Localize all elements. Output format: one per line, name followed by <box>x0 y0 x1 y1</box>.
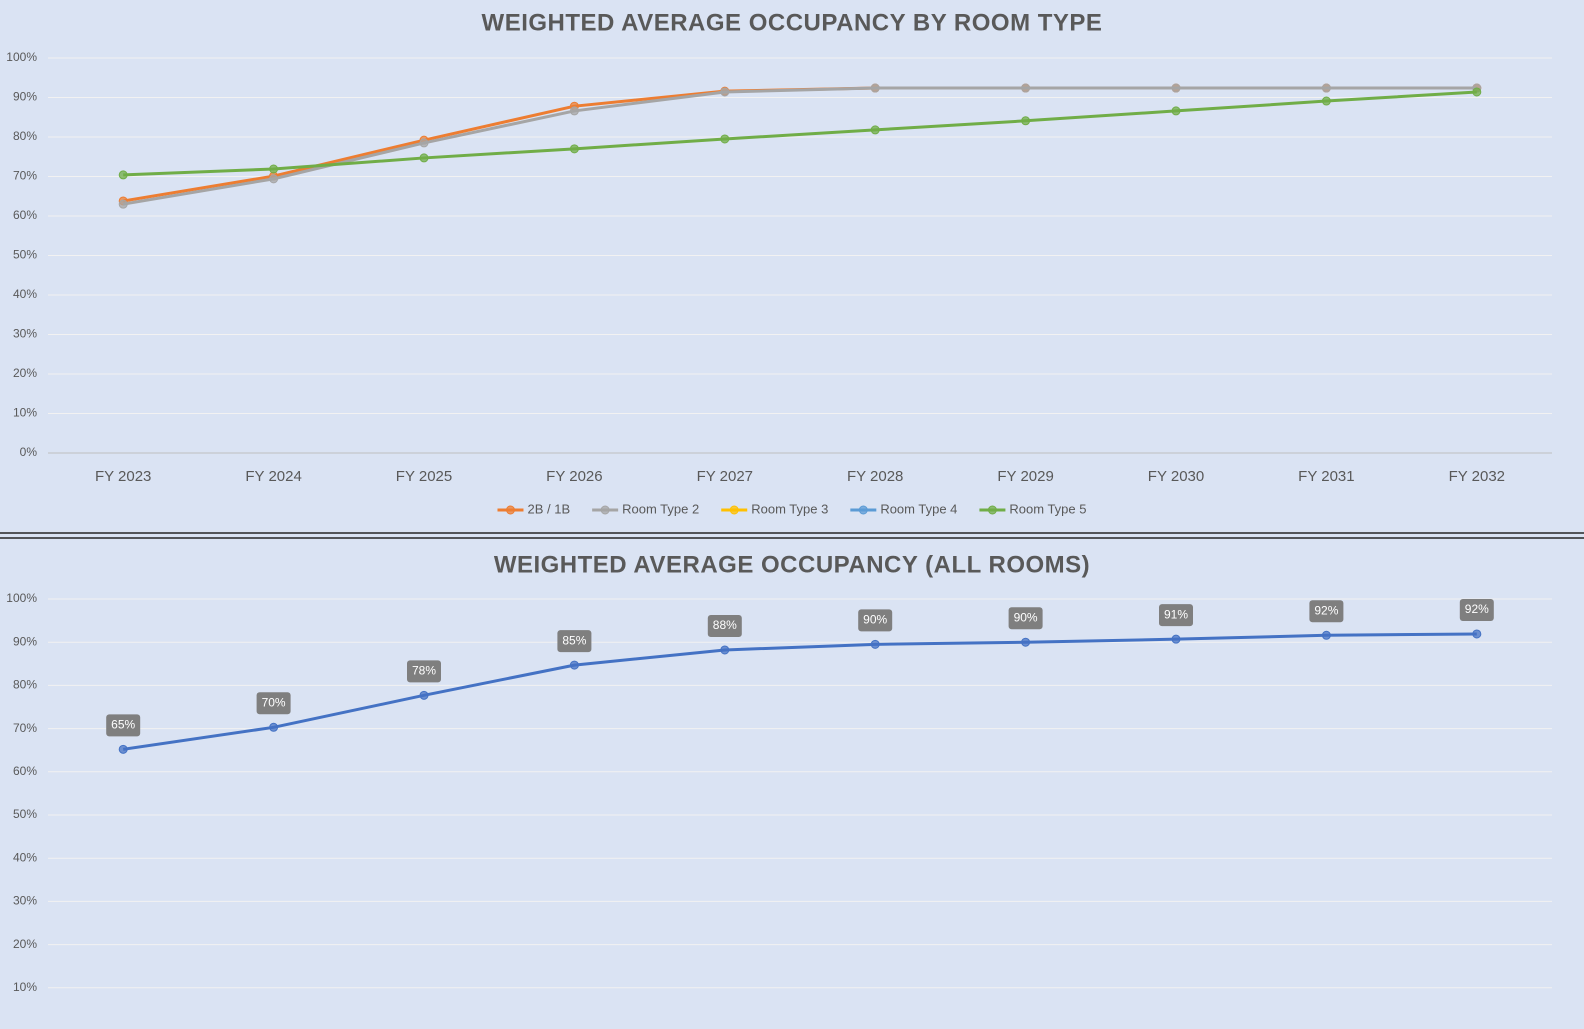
y-tick-label: 90% <box>13 634 37 648</box>
point-marker <box>569 144 579 154</box>
series-line <box>122 86 1477 206</box>
point-marker <box>269 164 279 174</box>
point-marker <box>1321 630 1331 640</box>
y-tick-label: 10% <box>13 980 37 994</box>
legend-label: 2B / 1B <box>527 501 570 516</box>
point-marker <box>1171 106 1181 116</box>
x-tick-label: FY 2023 <box>95 468 151 485</box>
y-tick-label: 40% <box>13 850 37 864</box>
point-marker <box>1171 83 1181 93</box>
legend-marker <box>858 505 868 515</box>
y-tick-label: 50% <box>13 248 37 262</box>
y-tick-label: 30% <box>13 327 37 341</box>
point-marker <box>569 660 579 670</box>
data-label: 88% <box>713 618 737 632</box>
data-label-box <box>858 609 893 632</box>
y-tick-label: 100% <box>6 50 37 64</box>
data-label: 90% <box>1014 610 1038 624</box>
data-label-box <box>106 714 141 737</box>
y-tick-label: 70% <box>13 721 37 735</box>
y-tick-label: 70% <box>13 169 37 183</box>
point-marker <box>720 87 730 97</box>
x-tick-label: FY 2028 <box>847 468 903 485</box>
y-tick-label: 90% <box>13 90 37 104</box>
y-tick-label: 60% <box>13 764 37 778</box>
legend-marker <box>505 505 515 515</box>
x-tick-label: FY 2030 <box>1148 468 1204 485</box>
y-tick-label: 20% <box>13 366 37 380</box>
point-marker <box>1171 634 1181 644</box>
x-tick-label: FY 2032 <box>1449 468 1505 485</box>
data-label: 85% <box>562 633 586 647</box>
data-label-box <box>1159 604 1193 627</box>
point-marker <box>870 83 880 93</box>
point-marker <box>419 153 429 163</box>
legend-label: Room Type 2 <box>622 501 699 516</box>
point-marker <box>1472 629 1482 639</box>
point-marker <box>269 174 279 184</box>
point-marker <box>118 170 128 180</box>
data-label-box <box>407 660 441 683</box>
data-label: 90% <box>863 613 887 627</box>
point-marker <box>720 645 730 655</box>
point-marker <box>870 125 880 135</box>
y-tick-label: 10% <box>13 406 37 420</box>
data-label: 78% <box>412 664 436 678</box>
y-tick-label: 30% <box>13 894 37 908</box>
point-marker <box>118 199 128 209</box>
data-label: 65% <box>111 718 135 732</box>
chart-title: WEIGHTED AVERAGE OCCUPANCY BY ROOM TYPE <box>482 9 1103 36</box>
x-tick-label: FY 2029 <box>997 468 1053 485</box>
point-marker <box>118 744 128 754</box>
x-tick-label: FY 2031 <box>1298 468 1354 485</box>
data-label-box <box>1459 598 1494 621</box>
chart-title: WEIGHTED AVERAGE OCCUPANCY (ALL ROOMS) <box>494 551 1090 578</box>
data-label-box <box>557 630 592 653</box>
x-tick-label: FY 2026 <box>546 468 602 485</box>
data-label-box <box>256 692 291 715</box>
legend-marker <box>600 505 610 515</box>
data-label: 92% <box>1465 602 1489 616</box>
x-tick-label: FY 2024 <box>245 468 301 485</box>
legend-marker <box>729 505 739 515</box>
legend-label: Room Type 4 <box>880 501 957 516</box>
point-marker <box>720 134 730 144</box>
point-marker <box>419 138 429 148</box>
y-tick-label: 0% <box>20 445 38 459</box>
point-marker <box>1472 87 1482 97</box>
legend-label: Room Type 5 <box>1009 501 1086 516</box>
point-marker <box>1021 83 1031 93</box>
y-tick-label: 80% <box>13 678 37 692</box>
point-marker <box>1021 637 1031 647</box>
y-tick-label: 60% <box>13 208 37 222</box>
series-line <box>123 90 1477 177</box>
y-tick-label: 50% <box>13 807 37 821</box>
point-marker <box>419 690 429 700</box>
point-marker <box>269 722 279 732</box>
point-marker <box>1321 83 1331 93</box>
legend-label: Room Type 3 <box>751 501 828 516</box>
data-label: 91% <box>1164 607 1188 621</box>
y-tick-label: 40% <box>13 287 37 301</box>
data-label: 92% <box>1314 603 1338 617</box>
point-marker <box>1021 116 1031 126</box>
legend-marker <box>987 505 997 515</box>
point-marker <box>870 639 880 649</box>
y-tick-label: 100% <box>6 591 37 605</box>
data-label-box <box>707 614 742 637</box>
data-label-box <box>1008 607 1043 630</box>
series-line <box>122 632 1477 751</box>
data-label-box <box>1309 600 1344 623</box>
y-tick-label: 80% <box>13 129 37 143</box>
x-tick-label: FY 2027 <box>697 468 753 485</box>
point-marker <box>1321 96 1331 106</box>
y-tick-label: 20% <box>13 937 37 951</box>
data-label: 70% <box>262 695 286 709</box>
x-tick-label: FY 2025 <box>396 468 452 485</box>
point-marker <box>569 106 579 116</box>
